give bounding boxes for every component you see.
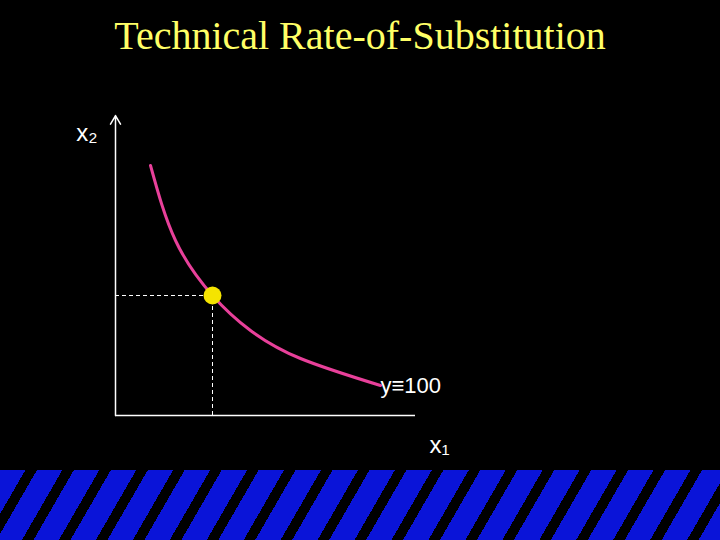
- svg-text:x₂: x₂: [76, 119, 97, 146]
- svg-text:x₁: x₁: [429, 431, 449, 458]
- svg-text:y≡100: y≡100: [381, 373, 442, 398]
- html-text:Technical Rate-of-Substitution: Technical Rate-of-Substitution: [114, 13, 606, 58]
